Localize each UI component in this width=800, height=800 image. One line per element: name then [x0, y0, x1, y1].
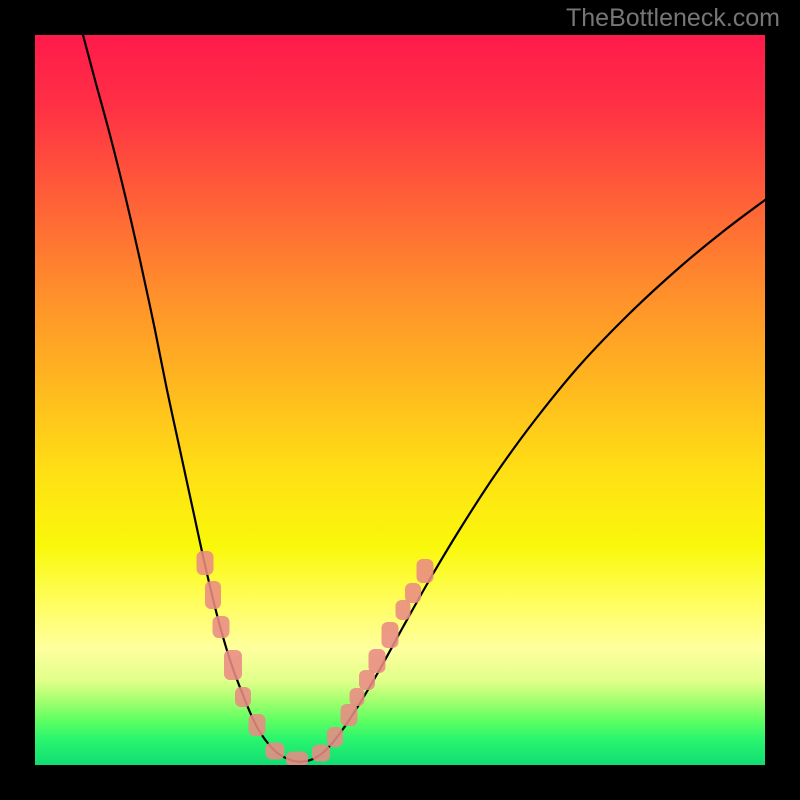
data-marker	[235, 687, 251, 707]
chart-svg	[35, 35, 765, 765]
data-marker	[327, 727, 343, 747]
data-marker	[197, 551, 214, 575]
data-marker	[266, 743, 285, 760]
data-marker	[359, 670, 375, 690]
watermark-text: TheBottleneck.com	[566, 4, 780, 33]
data-marker	[205, 581, 221, 609]
data-marker	[312, 745, 330, 762]
data-marker	[224, 650, 242, 680]
data-marker	[249, 714, 266, 736]
gradient-background	[35, 35, 765, 765]
data-marker	[417, 559, 434, 583]
data-marker	[396, 600, 411, 620]
data-marker	[369, 649, 386, 673]
data-marker	[350, 688, 365, 706]
data-marker	[213, 616, 230, 638]
data-marker	[405, 583, 421, 603]
data-marker	[286, 752, 308, 766]
data-marker	[382, 622, 399, 648]
data-marker	[341, 704, 358, 726]
plot-area	[35, 35, 765, 765]
